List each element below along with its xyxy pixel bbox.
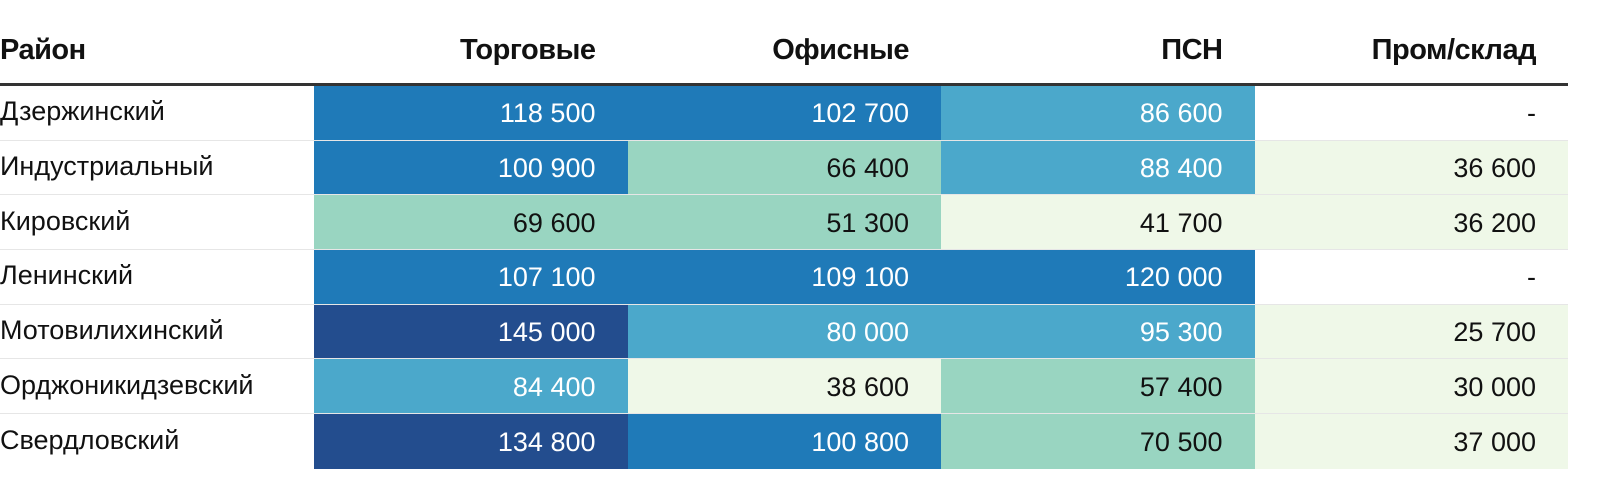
table-row: Ленинский 107 100 109 100 120 000- [0, 250, 1568, 305]
psn-value-cell: 70 500 [941, 414, 1255, 469]
psn-value-cell: 57 400 [941, 359, 1255, 414]
psn-value-cell: 120 000 [941, 250, 1255, 304]
retail-value-cell: 100 900 [314, 140, 628, 195]
table-row: Индустриальный 100 900 66 400 88 400 36 600 [0, 140, 1568, 196]
header-industrial-warehouse: Пром/склад [1371, 34, 1537, 66]
table-header: Район Торговые Офисные ПСН Пром/склад [0, 0, 1568, 86]
retail-value-cell: 84 400 [314, 359, 628, 414]
retail-value-cell: 107 100 [314, 250, 628, 304]
header-psn: ПСН [1161, 34, 1223, 66]
office-value-cell: 51 300 [627, 195, 941, 250]
retail-value-cell: 118 500 [314, 86, 628, 140]
psn-value-cell: 88 400 [941, 140, 1255, 195]
office-value-cell: 38 600 [627, 359, 941, 414]
psn-value-cell: 86 600 [941, 86, 1255, 140]
retail-value-cell: 145 000 [314, 304, 628, 359]
district-name-cell: Свердловский [0, 414, 314, 469]
industrial-warehouse-value-cell: 36 600 [1254, 140, 1568, 195]
industrial-warehouse-value-cell: - [1254, 86, 1568, 140]
table-row: Орджоникидзевский 84 400 38 600 57 400 30 00… [0, 359, 1568, 415]
office-value-cell: 100 800 [627, 414, 941, 469]
district-name-cell: Мотовилихинский [0, 304, 314, 359]
header-retail: Торговые [460, 34, 596, 66]
header-district: Район [0, 34, 86, 66]
table-row: Свердловский 134 800 100 800 70 500 37 000 [0, 414, 1568, 469]
table-row: Дзержинский 118 500 102 700 86 600- [0, 86, 1568, 141]
table-row: Мотовилихинский 145 000 80 000 95 300 25 700 [0, 304, 1568, 360]
psn-value-cell: 41 700 [941, 195, 1255, 250]
heatmap-table: Район Торговые Офисные ПСН Пром/склад Дз… [0, 0, 1568, 469]
district-name-cell: Ленинский [0, 250, 314, 304]
industrial-warehouse-value-cell: 30 000 [1254, 359, 1568, 414]
industrial-warehouse-value-cell: 25 700 [1254, 304, 1568, 359]
industrial-warehouse-value-cell: 36 200 [1254, 195, 1568, 250]
retail-value-cell: 134 800 [314, 414, 628, 469]
district-name-cell: Дзержинский [0, 86, 314, 140]
psn-value-cell: 95 300 [941, 304, 1255, 359]
table-body: Дзержинский 118 500 102 700 86 600- Индустри… [0, 86, 1568, 469]
district-name-cell: Кировский [0, 195, 314, 250]
office-value-cell: 66 400 [627, 140, 941, 195]
industrial-warehouse-value-cell: - [1254, 250, 1568, 304]
office-value-cell: 102 700 [627, 86, 941, 140]
table-row: Кировский 69 600 51 300 41 700 36 200 [0, 195, 1568, 251]
office-value-cell: 80 000 [627, 304, 941, 359]
district-name-cell: Индустриальный [0, 140, 314, 195]
district-name-cell: Орджоникидзевский [0, 359, 314, 414]
header-office: Офисные [772, 34, 909, 66]
retail-value-cell: 69 600 [314, 195, 628, 250]
office-value-cell: 109 100 [627, 250, 941, 304]
industrial-warehouse-value-cell: 37 000 [1254, 414, 1568, 469]
